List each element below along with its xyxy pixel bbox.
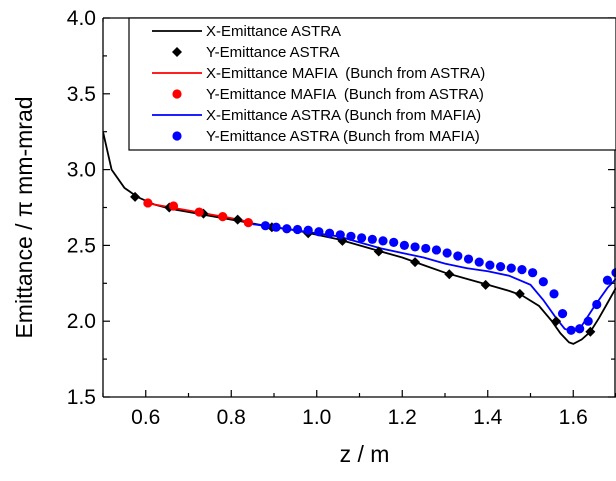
y-tick-label: 3.0 [67, 159, 96, 182]
series-6-point [410, 242, 420, 252]
y-tick-label: 3.5 [67, 83, 96, 106]
series-6-point [282, 224, 292, 234]
y-tick-label: 2.5 [67, 234, 96, 257]
x-tick-label: 1.4 [473, 406, 503, 429]
series-6-point [453, 251, 463, 261]
series-6-point [378, 236, 388, 246]
series-6-point [303, 225, 313, 235]
series-6-point [538, 277, 548, 287]
series-6-point [583, 316, 593, 326]
series-4-point [194, 207, 204, 217]
series-6-point [495, 262, 506, 272]
y-tick-label: 1.5 [67, 386, 96, 409]
x-tick-label: 1.6 [559, 406, 588, 429]
series-2-point [551, 316, 562, 327]
series-6-point [357, 233, 367, 243]
series-6-point [314, 227, 324, 237]
legend-entry-label: X-Emittance ASTRA [206, 23, 341, 40]
series-6-point [292, 224, 303, 235]
series-6-point [346, 231, 356, 241]
series-6-point [474, 257, 484, 267]
plot-area [103, 131, 616, 345]
series-6-point [335, 230, 345, 240]
series-6-point [506, 263, 516, 273]
legend-entry-label: Y-Emittance ASTRA [206, 44, 340, 61]
legend: X-Emittance ASTRA Y-Emittance ASTRA X-Emit… [128, 17, 616, 151]
series-2-point [232, 214, 243, 225]
legend-diamond-symbol [172, 47, 182, 57]
series-6-point [367, 234, 377, 244]
series-6-point [557, 309, 568, 319]
series-6-point [399, 240, 409, 250]
series-4-point [168, 201, 179, 211]
series-6-point [463, 254, 474, 264]
legend-entry-label: X-Emittance MAFIA (Bunch from ASTRA) [206, 65, 485, 82]
series-6-point [602, 275, 613, 285]
data-layer [103, 131, 616, 345]
series-1-line [103, 131, 616, 345]
series-4-point [243, 218, 253, 228]
series-6-point [324, 228, 335, 238]
legend-circle-symbol [172, 131, 182, 141]
legend-entry-label: X-Emittance ASTRA (Bunch from MAFIA) [206, 107, 481, 124]
legend-entry-label: Y-Emittance MAFIA (Bunch from ASTRA) [206, 86, 484, 103]
series-2-point [444, 269, 455, 280]
series-2-point [480, 279, 491, 290]
x-tick-label: 0.6 [131, 406, 160, 429]
legend-circle-symbol [172, 89, 182, 99]
series-6-point [575, 324, 585, 334]
series-2-point [585, 326, 596, 337]
x-axis-label: z / m [340, 441, 390, 467]
series-6-point [260, 221, 271, 231]
y-axis-label: Emittance / π mm-mrad [11, 96, 37, 338]
series-2-point [130, 191, 141, 202]
series-6-point [431, 245, 442, 255]
series-6-point [566, 325, 576, 335]
series-6-point [517, 265, 527, 275]
legend-box [128, 17, 616, 151]
series-6-point [549, 289, 559, 299]
y-tick-label: 2.0 [67, 310, 96, 333]
series-6-point [421, 243, 431, 254]
y-tick-label: 4.0 [67, 7, 96, 30]
series-6-point [528, 268, 538, 278]
series-4-point [143, 198, 153, 208]
series-2-point [514, 288, 525, 299]
series-2-point [373, 246, 384, 257]
x-tick-label: 0.8 [217, 406, 246, 429]
series-6-point [271, 222, 281, 232]
series-6-point [389, 237, 399, 247]
series-6-point [592, 299, 602, 310]
series-2-point [410, 257, 421, 268]
series-6-point [442, 248, 452, 258]
legend-entry-label: Y-Emittance ASTRA (Bunch from MAFIA) [206, 128, 480, 145]
series-6-point [485, 260, 495, 270]
x-tick-label: 1.0 [302, 406, 331, 429]
x-tick-label: 1.2 [388, 406, 417, 429]
series-4-point [218, 211, 228, 222]
